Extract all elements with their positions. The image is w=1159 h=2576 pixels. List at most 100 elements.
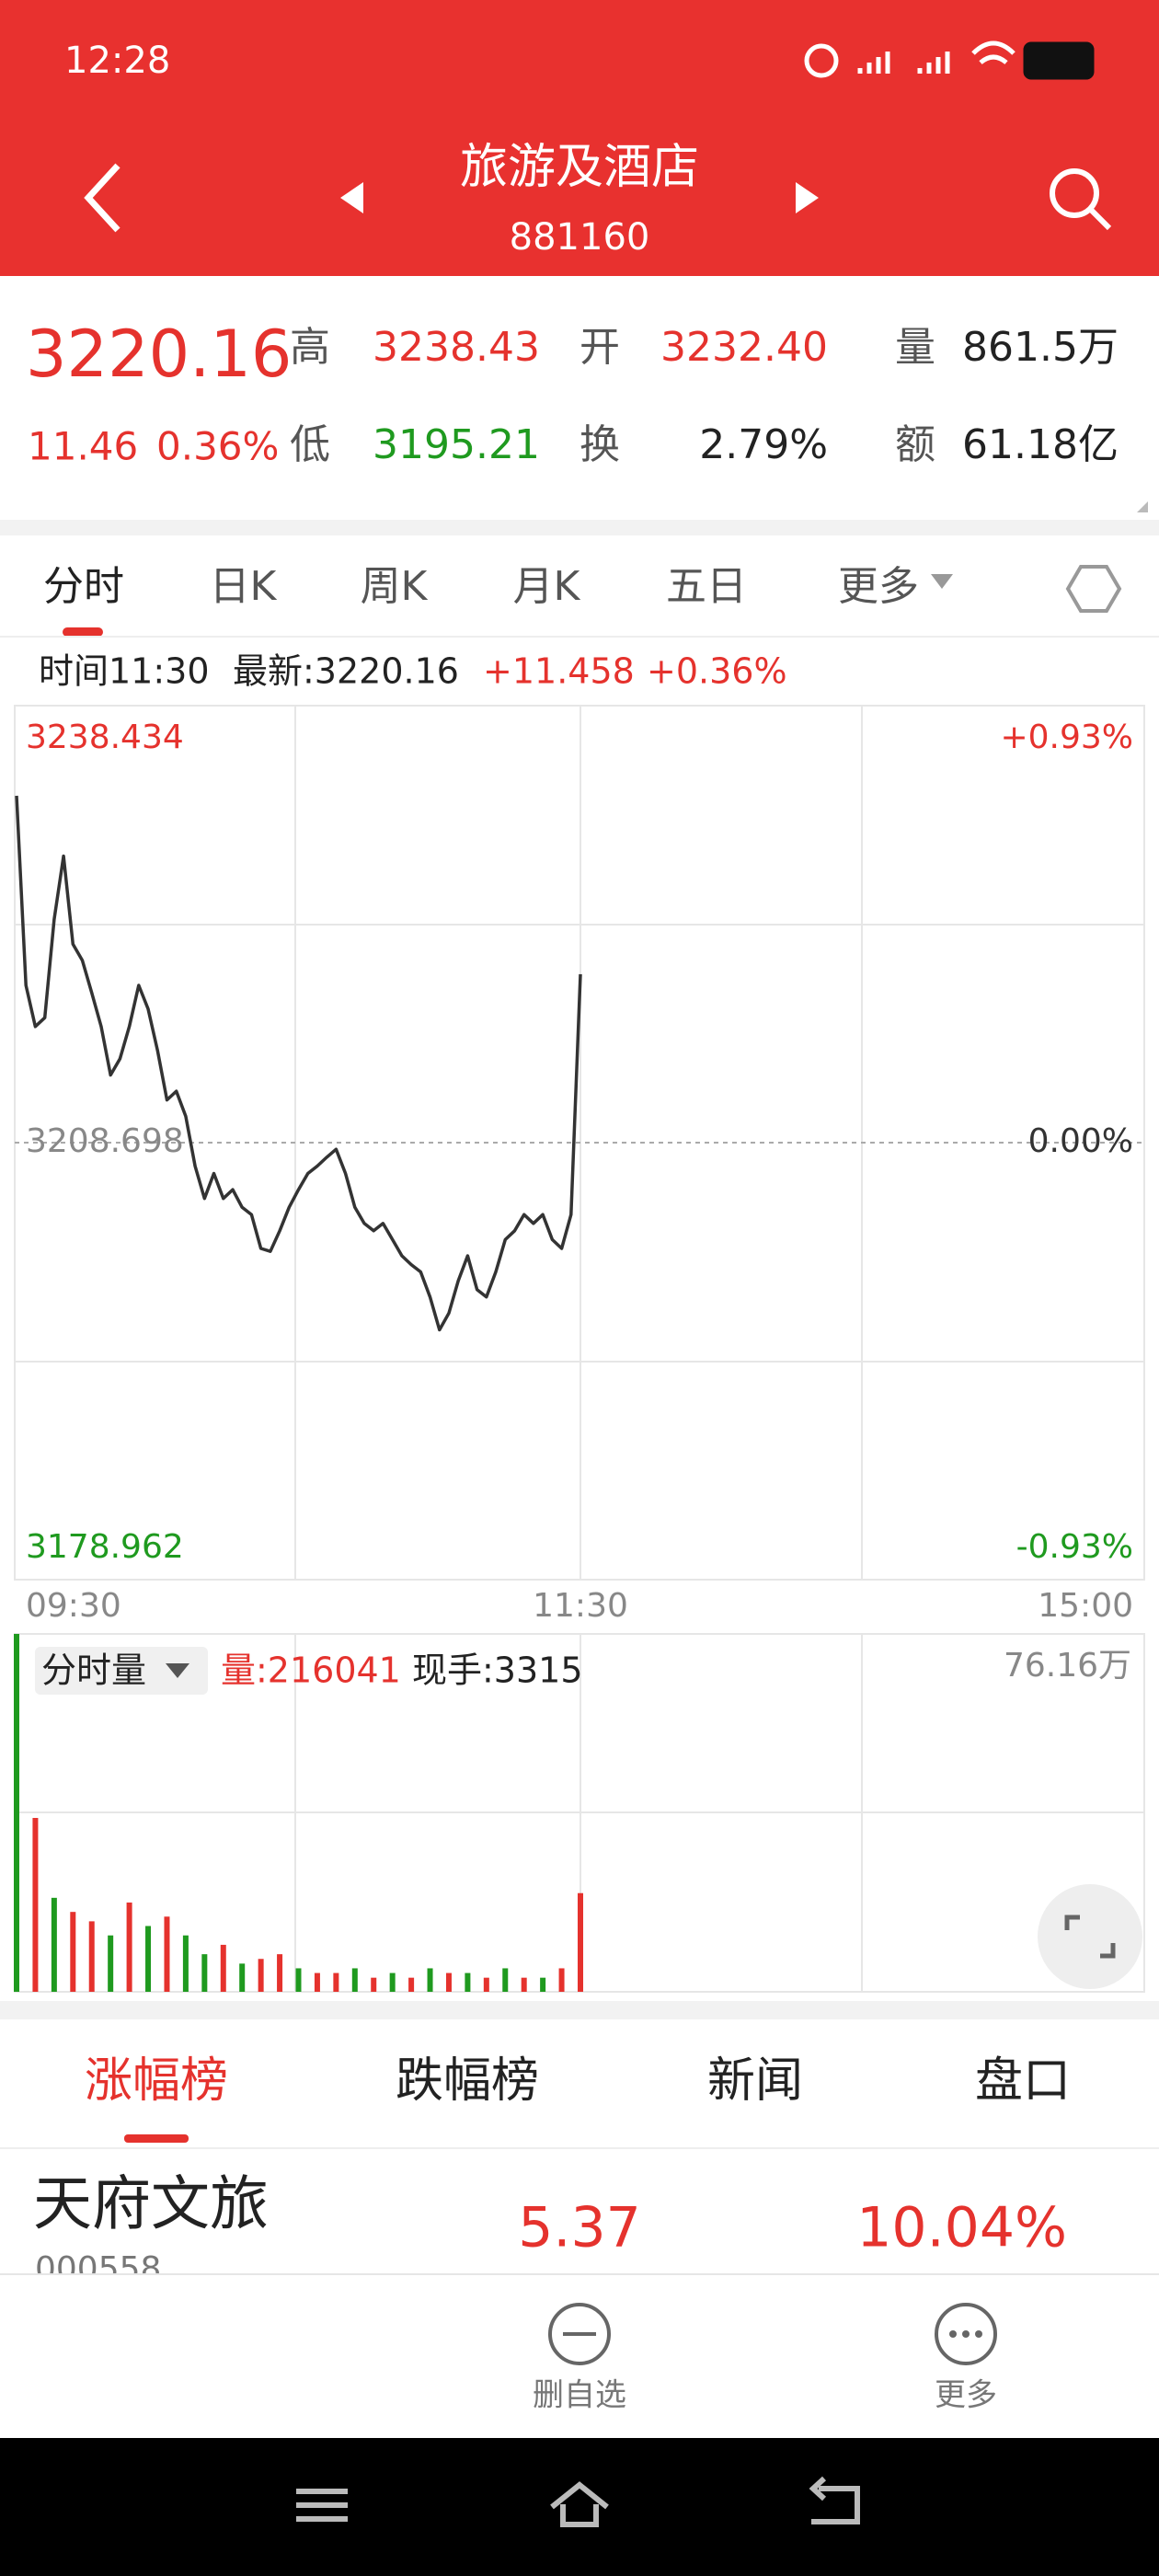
price: 3220.16	[26, 316, 292, 392]
volume-bar	[182, 1935, 189, 1992]
stock-name: 天府文旅	[33, 2171, 269, 2239]
stat-label: 换	[580, 421, 620, 468]
volume-bar	[502, 1968, 509, 1992]
header-title: 旅游及酒店	[460, 140, 699, 195]
action-label: 更多	[935, 2377, 997, 2414]
volume-arrow[interactable]	[166, 1663, 189, 1678]
header-bg	[0, 0, 1159, 276]
expand-button[interactable]	[1038, 1884, 1142, 1989]
list-tab[interactable]: 跌幅榜	[396, 2053, 539, 2109]
volume-bar	[351, 1968, 358, 1992]
change-pct: 0.36%	[156, 424, 279, 469]
list-tab[interactable]: 新闻	[707, 2053, 803, 2109]
action-label: 删自选	[533, 2377, 626, 2414]
volume-bar	[295, 1968, 302, 1992]
y2-tick-label: +0.93%	[1000, 719, 1133, 756]
more-arrow[interactable]	[931, 574, 953, 589]
volume-bar	[465, 1972, 471, 1992]
x-tick-label: 15:00	[1038, 1587, 1133, 1625]
tab-underline	[63, 627, 103, 637]
volume-bar	[540, 1977, 546, 1992]
stat-label: 开	[580, 324, 620, 371]
remove-favorite-button[interactable]: 删自选	[533, 2303, 626, 2414]
tab[interactable]: 五日	[666, 563, 747, 610]
stat-label: 高	[290, 324, 330, 371]
y-tick-label: 76.16万	[1004, 1647, 1131, 1685]
volume-bar	[389, 1972, 396, 1992]
stat-value: 861.5万	[962, 324, 1119, 371]
tab[interactable]: 日K	[210, 563, 278, 610]
prev-button[interactable]	[340, 182, 363, 213]
volume-bar	[126, 1902, 132, 1992]
volume-bar	[145, 1926, 152, 1992]
status-time: 12:28	[64, 40, 170, 82]
volume-bar	[164, 1916, 170, 1992]
price-line	[15, 795, 582, 1332]
volume-bar	[578, 1892, 583, 1992]
header-code: 881160	[510, 216, 650, 259]
volume-title: 分时量	[41, 1650, 146, 1691]
volume-bar	[108, 1935, 114, 1992]
tab[interactable]: 分时	[43, 563, 124, 610]
info-change: +11.458	[483, 651, 635, 692]
volume-bar	[408, 1977, 415, 1992]
volume-bar	[445, 1972, 452, 1992]
stat-value: 3232.40	[660, 324, 828, 371]
stat-value: 2.79%	[699, 421, 828, 468]
back-button[interactable]	[84, 163, 120, 233]
settings-button[interactable]	[1065, 565, 1122, 613]
volume-bar	[220, 1944, 226, 1992]
action-bar	[0, 2274, 1159, 2438]
stat-label: 额	[895, 421, 935, 468]
tab[interactable]: 月K	[513, 563, 581, 610]
nav-icons[interactable]	[296, 2476, 860, 2527]
volume-bar	[70, 1912, 76, 1992]
stat-value: 61.18亿	[962, 421, 1119, 468]
y-tick-label: 3208.698	[26, 1122, 184, 1160]
y2-tick-label: 0.00%	[1028, 1122, 1133, 1160]
more-button[interactable]: 更多	[935, 2303, 997, 2414]
volume-bar	[371, 1977, 377, 1992]
stock-change: 10.04%	[856, 2196, 1067, 2260]
volume-selector[interactable]	[35, 1647, 208, 1695]
volume-bar	[239, 1963, 246, 1992]
stat-value: 3195.21	[373, 421, 540, 468]
list-tab-underline	[124, 2134, 189, 2143]
chart-frame	[14, 705, 1145, 1993]
next-button[interactable]	[796, 182, 819, 213]
list-row[interactable]: 天府文旅 000558 5.37 10.04%	[33, 2171, 1067, 2288]
stat-label: 量	[895, 324, 935, 371]
volume-bar	[558, 1968, 565, 1992]
nav-bar	[0, 2438, 1159, 2576]
search-button[interactable]	[1050, 168, 1112, 231]
info-latest: 最新:3220.16	[233, 651, 459, 692]
volume-bar	[14, 1634, 19, 1992]
volume-bar	[521, 1977, 527, 1992]
stat-label: 低	[290, 421, 330, 468]
list-tab[interactable]: 盘口	[975, 2053, 1071, 2109]
y-tick-label: 3238.434	[26, 719, 184, 756]
stat-value: 3238.43	[373, 324, 540, 371]
volume-bar	[277, 1954, 283, 1992]
x-tick-label: 09:30	[26, 1587, 121, 1625]
y2-tick-label: -0.93%	[1016, 1528, 1133, 1566]
volume-bar	[258, 1959, 264, 1992]
info-change-pct: +0.36%	[647, 651, 787, 692]
y-tick-label: 3178.962	[26, 1528, 184, 1566]
divider	[0, 2001, 1159, 2019]
volume-bar	[201, 1954, 208, 1992]
volume-bar	[483, 1977, 489, 1992]
change: 11.46	[28, 424, 138, 469]
status-icons	[804, 40, 1095, 80]
divider	[0, 520, 1159, 535]
corner-mark	[1137, 501, 1148, 512]
x-tick-label: 11:30	[533, 1587, 628, 1625]
volume-bar	[51, 1897, 57, 1992]
list-tab[interactable]: 涨幅榜	[85, 2053, 228, 2109]
volume-bar	[427, 1968, 433, 1992]
volume-annotation: 量:216041	[221, 1650, 401, 1691]
tab[interactable]: 周K	[361, 563, 429, 610]
tab[interactable]: 更多	[838, 563, 919, 610]
volume-annotation: 现手:3315	[412, 1650, 583, 1691]
info-time: 时间11:30	[39, 651, 210, 692]
